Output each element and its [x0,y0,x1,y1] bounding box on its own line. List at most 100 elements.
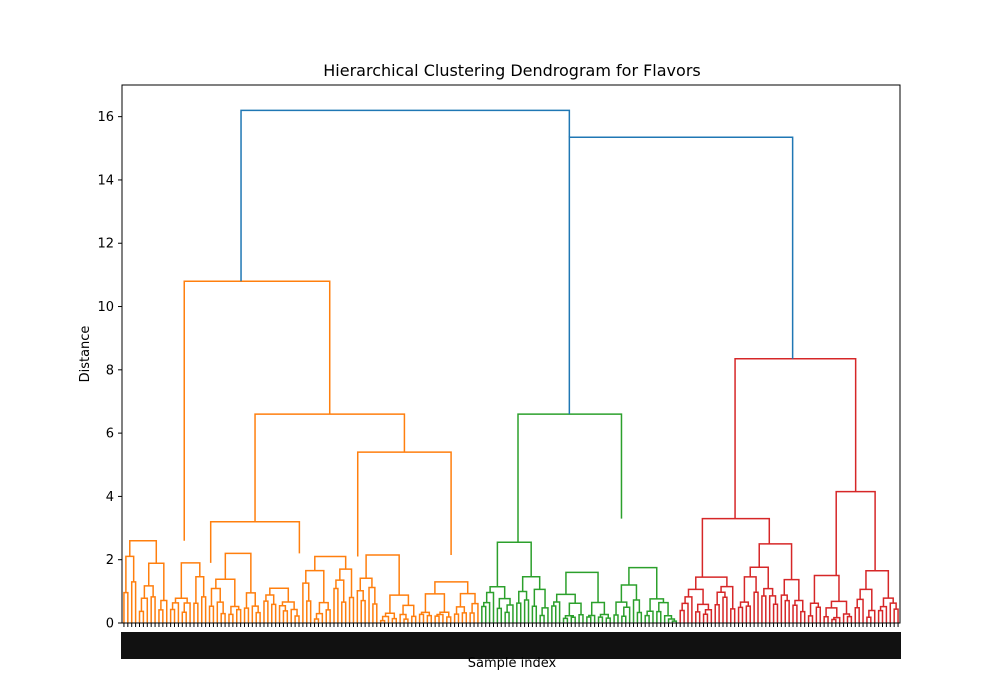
cluster-link [716,591,726,605]
cluster-link [313,618,320,623]
cluster-link [230,605,240,615]
cluster-link [681,602,689,623]
cluster-link [251,605,259,623]
cluster-link [714,604,720,623]
cluster-link [615,601,628,616]
cluster-link [553,601,561,623]
cluster-link [684,596,693,623]
cluster-link [761,595,767,623]
major-cluster-link [701,517,771,578]
cluster-link [605,617,611,623]
cluster-link [621,615,627,623]
cluster-link [644,614,650,623]
cluster-link [169,608,176,623]
cluster-link [483,601,491,623]
cluster-link [570,616,576,623]
cluster-link [846,615,853,623]
cluster-link [389,594,410,614]
cluster-link [461,612,468,623]
cluster-link [125,555,135,593]
cluster-link [730,608,736,623]
y-tick-label: 6 [106,427,114,442]
y-tick-label: 16 [97,110,114,125]
cluster-link [856,598,864,623]
cluster-link [481,605,487,623]
cluster-link [372,603,378,623]
cluster-link [823,616,829,623]
cluster-link [281,601,295,610]
cluster-link [333,587,339,623]
cluster-link [551,605,557,623]
major-cluster-link [734,357,857,519]
cluster-link [485,591,495,623]
cluster-link [813,574,840,604]
cluster-link [702,613,709,623]
cluster-link [453,613,460,623]
cluster-link [265,594,275,605]
cluster-link [745,605,751,623]
cluster-link [269,587,290,603]
cluster-link [446,616,452,623]
y-tick-label: 4 [106,490,114,505]
cluster-link [768,595,777,623]
major-cluster-link [254,413,406,522]
cluster-link [368,586,376,623]
cluster-link [859,588,873,611]
top-merge-link [568,136,794,415]
cluster-link [434,581,469,594]
x-axis-label: Sample index [468,656,557,671]
x-axis-ticks [121,623,901,659]
cluster-link [143,585,154,599]
cluster-link [245,592,256,609]
cluster-link [224,552,252,593]
cluster-link [586,616,592,623]
y-tick-label: 14 [97,173,114,188]
cluster-link [695,576,728,590]
x-tick-label-band [121,632,901,659]
cluster-link [794,599,804,612]
cluster-link [758,543,793,580]
cluster-link [215,578,236,607]
cluster-link [243,607,250,623]
y-axis: 0 2 4 6 8 10 12 14 16 [97,110,122,632]
cluster-link [498,597,511,609]
cluster-link [138,610,145,623]
cluster-link [516,602,522,623]
cluster-link [578,614,584,623]
cluster-link [208,605,215,623]
cluster-link [180,562,201,599]
y-tick-label: 2 [106,553,114,568]
chart-title: Hierarchical Clustering Dendrogram for F… [323,61,700,80]
cluster-link [541,607,549,623]
cluster-link [496,541,532,587]
cluster-link [282,610,289,623]
y-tick-label: 12 [97,237,114,252]
cluster-link [623,606,631,623]
cluster-link [628,566,658,599]
y-axis-label: Distance [78,326,93,383]
cluster-link [636,611,643,623]
cluster-link [815,606,822,623]
cluster-link [704,609,713,623]
major-cluster-link [835,490,876,576]
cluster-link [424,593,446,613]
cluster-link [865,570,890,599]
cluster-link [379,619,386,623]
cluster-link [216,601,224,623]
cluster-link [646,610,654,623]
cluster-link [539,614,545,623]
y-tick-label: 0 [106,617,114,632]
cluster-link [671,620,678,623]
cluster-link [743,576,757,603]
cluster-link [335,579,345,603]
cluster-link [879,605,888,623]
cluster-link [356,589,364,623]
cluster-link [599,613,609,619]
cluster-link [889,602,897,623]
cluster-link [565,571,599,603]
cluster-link [434,615,440,623]
major-cluster-link [183,280,331,541]
cluster-link [792,604,798,623]
cluster-link [882,597,894,607]
